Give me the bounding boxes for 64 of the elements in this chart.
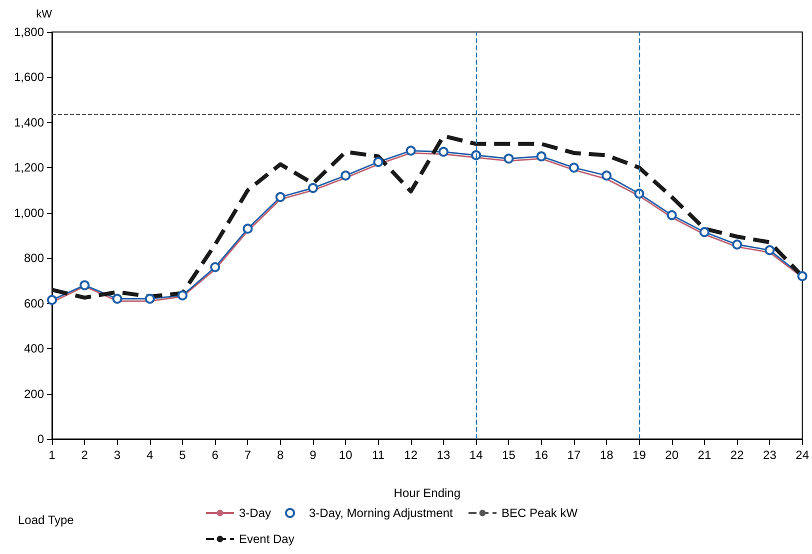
x-tick-label: 17 [567,448,581,462]
y-axis-title: kW [36,8,53,20]
y-tick-label: 0 [37,432,44,446]
x-tick-label: 14 [469,448,484,462]
point [308,183,318,194]
point [438,146,448,157]
y-tick-label: 1,000 [14,206,44,220]
point [699,227,710,238]
point [242,224,253,234]
x-tick-label: 7 [244,448,252,462]
y-tick-label: 800 [24,251,44,266]
x-tick-label: 4 [146,448,154,462]
x-tick-label: 2 [81,448,88,462]
point [732,240,742,250]
point [471,150,482,160]
x-tick-label: 13 [436,448,450,462]
point [536,151,546,162]
point [178,290,188,300]
point [275,192,286,202]
point [666,210,677,220]
point [80,280,90,290]
x-tick-label: 19 [632,448,646,462]
y-tick-label: 600 [24,296,44,310]
x-tick-label: 8 [277,448,284,462]
y-tick-label: 1,400 [14,115,44,130]
x-tick-label: 24 [796,448,810,462]
x-axis-title: Hour Ending [394,486,461,500]
x-tick-label: 20 [665,448,679,462]
x-tick-label: 9 [310,448,317,462]
point [406,146,416,156]
y-tick-label: 1,200 [14,160,44,175]
point [504,154,514,164]
y-tick-label: 1,600 [14,70,44,84]
x-tick-label: 11 [372,448,385,462]
point [340,170,351,181]
point [797,271,808,282]
x-tick-label: 23 [763,448,777,462]
x-tick-label: 1 [48,448,56,462]
y-tick-label: 200 [24,386,44,401]
y-tick-label: 1,800 [14,25,44,39]
x-tick-label: 5 [179,448,186,462]
point [764,245,775,256]
x-tick-label: 15 [502,448,516,462]
x-tick-label: 22 [730,448,744,462]
point [112,294,122,304]
x-tick-label: 21 [698,448,712,462]
x-tick-label: 12 [404,448,418,462]
point [47,294,57,305]
x-tick-label: 10 [338,448,353,462]
legend-label: 3-Day [239,506,272,520]
legend-label: Event Day [239,532,294,546]
point [602,170,612,181]
x-tick-label: 18 [600,448,614,462]
x-tick-label: 6 [212,448,219,462]
point [144,294,155,304]
y-tick-label: 400 [24,342,44,356]
point [568,162,579,173]
x-tick-label: 16 [534,448,548,462]
legend-title: Load Type [18,513,74,527]
legend-label: BEC Peak kW [502,506,578,520]
x-tick-label: 3 [114,448,121,462]
point [210,262,220,272]
legend-label: 3-Day, Morning Adjustment [309,506,454,520]
point [373,157,384,168]
